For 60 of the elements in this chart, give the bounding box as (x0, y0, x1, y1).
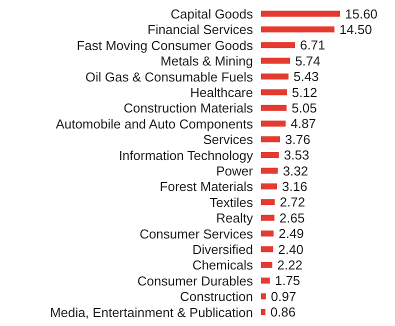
bar (261, 214, 274, 221)
y-tick-label: Realty (216, 210, 254, 226)
bar (261, 293, 266, 300)
data-label: 0.86 (270, 304, 296, 320)
y-tick-label: Services (203, 132, 254, 148)
bar (261, 168, 278, 174)
y-tick-label: Consumer Durables (137, 273, 254, 288)
data-label: 15.60 (345, 6, 378, 22)
bar (261, 42, 295, 48)
bar (261, 183, 278, 190)
data-label: 3.32 (282, 163, 308, 178)
bar (261, 246, 274, 252)
bar (261, 89, 287, 96)
bar (261, 199, 275, 206)
bar (261, 309, 266, 316)
data-label: 5.12 (292, 84, 318, 100)
y-tick-label: Consumer Services (140, 226, 254, 242)
y-tick-label: Information Technology (118, 148, 254, 163)
y-tick-label: Metals & Mining (160, 54, 253, 69)
bar (261, 58, 290, 64)
y-tick-label: Forest Materials (160, 179, 254, 194)
data-label: 0.97 (270, 288, 296, 304)
y-tick-label: Diversified (192, 242, 253, 257)
data-label: 5.05 (292, 100, 317, 116)
y-tick-label: Fast Moving Consumer Goods (76, 38, 254, 53)
bar (261, 262, 272, 268)
y-tick-label: Construction Materials (124, 100, 254, 116)
data-label: 14.50 (339, 22, 372, 38)
y-tick-label: Financial Services (148, 22, 254, 38)
data-label: 3.76 (285, 132, 310, 147)
bar (261, 230, 274, 237)
bar (261, 104, 287, 111)
bar (261, 136, 280, 142)
data-label: 1.75 (274, 273, 300, 288)
bar (261, 26, 334, 32)
y-tick-label: Capital Goods (170, 6, 254, 22)
y-tick-label: Automobile and Auto Components (56, 116, 254, 132)
data-label: 3.16 (282, 179, 308, 194)
y-tick-label: Textiles (210, 194, 254, 210)
y-tick-label: Chemicals (192, 258, 254, 273)
data-label: 3.53 (284, 148, 310, 163)
data-label: 2.49 (278, 226, 304, 242)
y-tick-label: Power (216, 163, 254, 178)
bar (261, 74, 288, 80)
data-label: 2.72 (280, 194, 306, 210)
y-tick-label: Media, Entertainment & Publication (50, 304, 253, 320)
data-label: 4.87 (290, 116, 316, 132)
data-label: 2.22 (277, 258, 303, 273)
bar (261, 278, 270, 284)
data-label: 2.40 (278, 242, 304, 257)
y-tick-label: Healthcare (190, 84, 253, 100)
data-label: 5.43 (294, 69, 319, 84)
bar (261, 10, 340, 17)
y-tick-label: Construction (180, 289, 253, 304)
bar (261, 152, 279, 158)
bar (261, 120, 286, 127)
data-label: 6.71 (300, 38, 326, 53)
data-label: 5.74 (295, 53, 320, 68)
data-label: 2.65 (279, 210, 305, 226)
y-tick-label: Oil Gas & Consumable Fuels (85, 69, 254, 84)
